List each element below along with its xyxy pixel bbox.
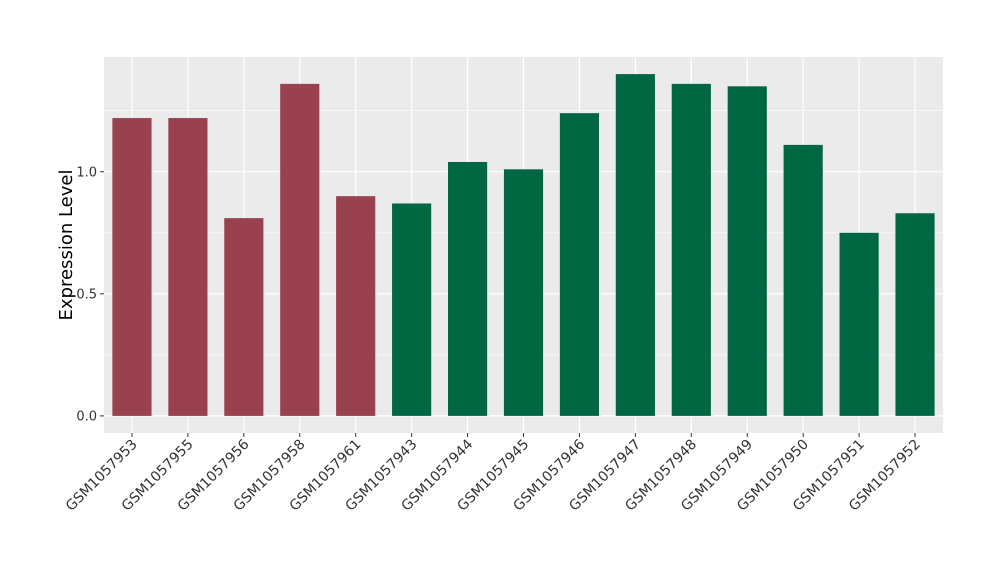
bar [224,218,264,416]
bar [168,118,208,416]
bar [447,161,488,416]
x-axis: GSM1057953GSM1057955GSM1057956GSM1057958… [63,433,924,514]
y-tick-label: 1.0 [76,165,97,180]
bar [783,144,823,416]
y-axis-title: Expression Level [56,170,77,321]
bar [336,196,376,416]
bar [839,232,879,416]
bar [503,169,544,416]
y-tick-label: 0.0 [76,409,97,424]
bar [559,113,600,416]
bar [727,86,767,416]
y-tick-label: 0.5 [76,287,97,302]
bar [615,74,655,416]
bar [392,203,432,416]
bar [112,118,152,416]
bar [671,83,711,416]
bar [280,83,320,416]
y-axis: 0.0 0.5 1.0 [76,165,104,424]
bars [112,74,935,416]
bar [895,213,935,416]
